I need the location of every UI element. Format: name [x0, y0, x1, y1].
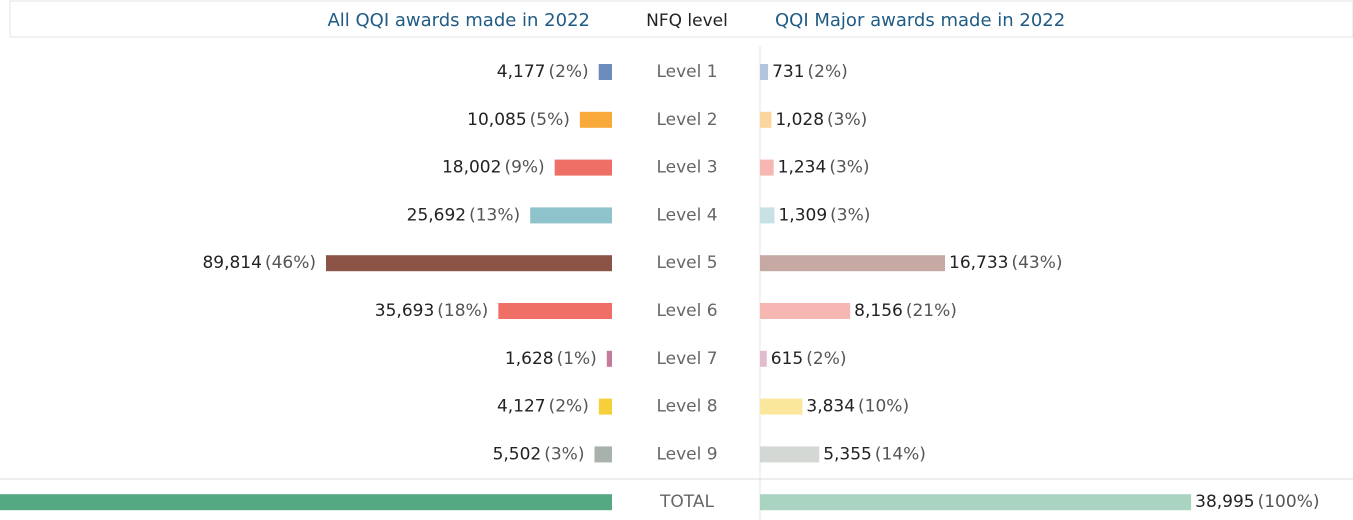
value-label: 10,085 [467, 110, 526, 130]
share-label: (10%) [858, 397, 909, 417]
share-label: (21%) [906, 301, 957, 321]
data-label: 35,693 (18%) [375, 301, 489, 321]
value-label: 25,692 [407, 205, 466, 225]
data-label: 615 (2%) [771, 349, 847, 369]
bar [598, 398, 612, 415]
bar [606, 350, 612, 367]
share-label: (13%) [469, 205, 520, 225]
data-label: 89,814 (46%) [202, 253, 316, 273]
bar [598, 64, 612, 80]
data-label: 38,995 (100%) [1195, 492, 1319, 512]
bar [498, 303, 612, 319]
data-label: 18,002 (9%) [442, 158, 545, 178]
share-label: (5%) [530, 110, 570, 130]
category-label: Level 2 [656, 110, 717, 130]
share-label: (3%) [829, 158, 869, 178]
share-label: (2%) [549, 397, 589, 417]
bar [760, 64, 769, 80]
value-label: 1,234 [778, 158, 827, 178]
bar [579, 111, 612, 128]
value-label: 4,177 [497, 62, 546, 82]
data-label: 731 (2%) [772, 62, 848, 82]
share-label: (46%) [265, 253, 316, 273]
value-label: 615 [771, 349, 803, 369]
category-title: NFQ level [646, 11, 728, 31]
value-label: 1,028 [775, 110, 824, 130]
value-label: 5,502 [493, 444, 542, 464]
header-box [9, 0, 1353, 38]
value-label: 1,628 [505, 349, 554, 369]
share-label: (14%) [875, 444, 926, 464]
bar [760, 398, 803, 415]
value-label: 16,733 [949, 253, 1008, 273]
value-label: 731 [772, 62, 804, 82]
share-label: (3%) [544, 444, 584, 464]
data-label: 5,502 (3%) [493, 444, 585, 464]
data-label: 25,692 (13%) [407, 205, 521, 225]
left-title: All QQI awards made in 2022 [327, 10, 590, 31]
data-label: 1,309 (3%) [778, 205, 870, 225]
category-label: Level 7 [656, 349, 717, 369]
value-label: 3,834 [806, 397, 855, 417]
share-label: (2%) [808, 62, 848, 82]
data-label: 1,028 (3%) [775, 110, 867, 130]
category-label: TOTAL [659, 492, 714, 512]
category-label: Level 5 [656, 253, 717, 273]
bar [760, 350, 767, 367]
bar [760, 207, 775, 224]
share-label: (1%) [557, 349, 597, 369]
value-label: 8,156 [854, 301, 903, 321]
data-label: 8,156 (21%) [854, 301, 957, 321]
bar [760, 494, 1192, 511]
share-label: (3%) [830, 205, 870, 225]
bar [530, 207, 612, 224]
value-label: 4,127 [497, 397, 546, 417]
category-label: Level 4 [656, 205, 717, 225]
value-label: 89,814 [202, 253, 261, 273]
bar [760, 303, 851, 319]
bar [760, 446, 820, 463]
bar [760, 111, 772, 128]
data-label: 1,628 (1%) [505, 349, 597, 369]
value-label: 18,002 [442, 158, 501, 178]
value-label: 38,995 [1195, 492, 1254, 512]
bar [0, 494, 613, 511]
bar [594, 446, 612, 463]
share-label: (18%) [437, 301, 488, 321]
bar [326, 255, 612, 272]
value-label: 1,309 [778, 205, 827, 225]
category-label: Level 6 [656, 301, 717, 321]
share-label: (9%) [504, 158, 544, 178]
data-label: 10,085 (5%) [467, 110, 570, 130]
data-label: 4,177 (2%) [497, 62, 589, 82]
data-label: 16,733 (43%) [949, 253, 1063, 273]
share-label: (2%) [806, 349, 846, 369]
category-label: Level 8 [656, 397, 717, 417]
data-label: 3,834 (10%) [806, 397, 909, 417]
share-label: (3%) [827, 110, 867, 130]
share-label: (43%) [1011, 253, 1062, 273]
data-label: 5,355 (14%) [823, 444, 926, 464]
bar [554, 159, 612, 176]
data-label: 1,234 (3%) [778, 158, 870, 178]
share-label: (2%) [548, 62, 588, 82]
bar [760, 255, 945, 272]
share-label: (100%) [1258, 492, 1320, 512]
category-label: Level 9 [656, 444, 717, 464]
category-label: Level 3 [656, 158, 717, 178]
right-title: QQI Major awards made in 2022 [775, 10, 1065, 31]
value-label: 5,355 [823, 444, 872, 464]
category-label: Level 1 [656, 62, 717, 82]
value-label: 35,693 [375, 301, 434, 321]
bar [760, 159, 774, 176]
data-label: 4,127 (2%) [497, 397, 589, 417]
